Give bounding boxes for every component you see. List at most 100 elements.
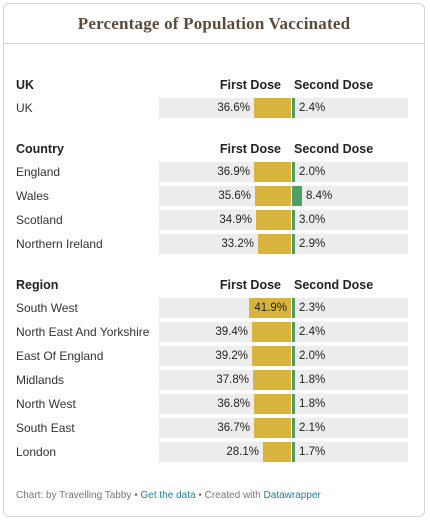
second-dose-value: 2.4% — [299, 326, 326, 338]
first-dose-value: 34.9% — [219, 214, 252, 226]
table-row: UK 36.6% 2.4% — [16, 96, 412, 120]
row-label: South East — [16, 421, 75, 435]
datawrapper-link[interactable]: Datawrapper — [263, 490, 321, 501]
table-row: London 28.1% 1.7% — [16, 440, 412, 464]
row-label: East Of England — [16, 349, 104, 363]
first-dose-cell: 37.8% — [159, 370, 291, 390]
first-dose-cell: 36.8% — [159, 394, 291, 414]
table-row: North West 36.8% 1.8% — [16, 392, 412, 416]
section-header: Country First Dose Second Dose — [16, 140, 412, 160]
first-dose-value: 39.2% — [215, 350, 248, 362]
second-dose-value: 2.0% — [299, 350, 326, 362]
second-dose-value: 1.8% — [299, 374, 326, 386]
first-dose-header: First Dose — [219, 278, 281, 292]
second-dose-header: Second Dose — [294, 278, 374, 292]
first-dose-value: 36.6% — [217, 102, 250, 114]
second-dose-bar — [292, 210, 295, 230]
first-dose-cell: 39.4% — [159, 322, 291, 342]
section-name: Region — [16, 278, 59, 292]
second-dose-value: 1.7% — [299, 446, 326, 458]
first-dose-value: 28.1% — [226, 446, 259, 458]
first-dose-bar — [254, 394, 291, 414]
second-dose-cell: 2.3% — [292, 298, 408, 318]
second-dose-bar — [292, 162, 295, 182]
second-dose-value: 2.0% — [299, 166, 326, 178]
table-row: Scotland 34.9% 3.0% — [16, 208, 412, 232]
first-dose-bar — [253, 370, 291, 390]
first-dose-header: First Dose — [219, 142, 281, 156]
first-dose-bar — [254, 162, 291, 182]
second-dose-value: 1.8% — [299, 398, 326, 410]
second-dose-cell: 3.0% — [292, 210, 408, 230]
row-label: Scotland — [16, 213, 63, 227]
section-name: Country — [16, 142, 64, 156]
second-dose-bar — [292, 394, 295, 414]
second-dose-bar — [292, 442, 295, 462]
section-uk: UK First Dose Second Dose UK 36.6% 2.4% — [16, 76, 412, 120]
second-dose-bar — [292, 186, 302, 206]
section-name: UK — [16, 78, 35, 92]
second-dose-value: 2.4% — [299, 102, 326, 114]
row-label: Wales — [16, 189, 49, 203]
second-dose-value: 2.9% — [299, 238, 326, 250]
footer-credit: Chart: by Travelling Tabby • — [16, 490, 141, 501]
first-dose-cell: 33.2% — [159, 234, 291, 254]
table-row: East Of England 39.2% 2.0% — [16, 344, 412, 368]
first-dose-value: 36.9% — [217, 166, 250, 178]
first-dose-bar — [249, 298, 291, 318]
row-label: North West — [16, 397, 76, 411]
second-dose-cell: 2.4% — [292, 98, 408, 118]
first-dose-value: 41.9% — [254, 302, 287, 314]
second-dose-value: 3.0% — [299, 214, 326, 226]
table-row: England 36.9% 2.0% — [16, 160, 412, 184]
second-dose-bar — [292, 98, 295, 118]
section-country: Country First Dose Second Dose England 36.9%… — [16, 140, 412, 256]
second-dose-header: Second Dose — [294, 142, 374, 156]
first-dose-bar — [256, 210, 291, 230]
table-row: South West 41.9% 2.3% — [16, 296, 412, 320]
first-dose-bar — [254, 418, 291, 438]
first-dose-value: 36.7% — [217, 422, 250, 434]
table-row: Northern Ireland 33.2% 2.9% — [16, 232, 412, 256]
second-dose-cell: 2.0% — [292, 346, 408, 366]
second-dose-cell: 2.4% — [292, 322, 408, 342]
first-dose-cell: 39.2% — [159, 346, 291, 366]
row-label: South West — [16, 301, 78, 315]
first-dose-value: 39.4% — [215, 326, 248, 338]
row-label: Midlands — [16, 373, 65, 387]
chart-title: Percentage of Population Vaccinated — [77, 13, 351, 33]
second-dose-cell: 1.8% — [292, 370, 408, 390]
get-data-link[interactable]: Get the data — [140, 490, 196, 501]
table-row: Wales 35.6% 8.4% — [16, 184, 412, 208]
second-dose-bar — [292, 370, 295, 390]
first-dose-cell: 36.7% — [159, 418, 291, 438]
first-dose-cell: 35.6% — [159, 186, 291, 206]
second-dose-bar — [292, 418, 295, 438]
first-dose-value: 37.8% — [216, 374, 249, 386]
second-dose-bar — [292, 322, 295, 342]
section-region: Region First Dose Second Dose South West 41.… — [16, 276, 412, 464]
first-dose-value: 36.8% — [217, 398, 250, 410]
second-dose-bar — [292, 234, 295, 254]
first-dose-cell: 34.9% — [159, 210, 291, 230]
first-dose-value: 33.2% — [221, 238, 254, 250]
second-dose-cell: 1.8% — [292, 394, 408, 414]
first-dose-cell: 28.1% — [159, 442, 291, 462]
first-dose-cell: 36.9% — [159, 162, 291, 182]
table-row: North East And Yorkshire 39.4% 2.4% — [16, 320, 412, 344]
second-dose-value: 2.3% — [299, 302, 326, 314]
second-dose-cell: 2.1% — [292, 418, 408, 438]
first-dose-bar — [254, 98, 291, 118]
table-row: Midlands 37.8% 1.8% — [16, 368, 412, 392]
row-label: Northern Ireland — [16, 237, 103, 251]
first-dose-bar — [252, 322, 291, 342]
first-dose-bar — [258, 234, 291, 254]
table-row: South East 36.7% 2.1% — [16, 416, 412, 440]
chart-header: Percentage of Population Vaccinated — [4, 4, 424, 44]
second-dose-cell: 2.9% — [292, 234, 408, 254]
second-dose-header: Second Dose — [294, 78, 374, 92]
second-dose-bar — [292, 298, 295, 318]
first-dose-cell: 41.9% — [159, 298, 291, 318]
chart-footer: Chart: by Travelling Tabby • Get the dat… — [16, 490, 321, 501]
second-dose-cell: 2.0% — [292, 162, 408, 182]
